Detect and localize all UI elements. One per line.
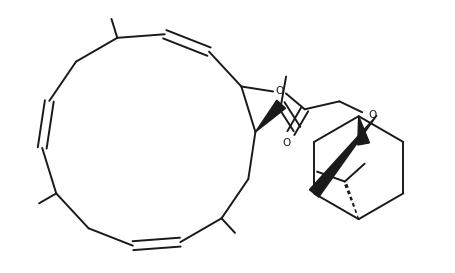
- Polygon shape: [309, 115, 377, 197]
- Polygon shape: [255, 100, 285, 132]
- Polygon shape: [358, 116, 369, 145]
- Text: O: O: [368, 110, 376, 120]
- Text: O: O: [276, 87, 284, 96]
- Text: O: O: [283, 138, 291, 148]
